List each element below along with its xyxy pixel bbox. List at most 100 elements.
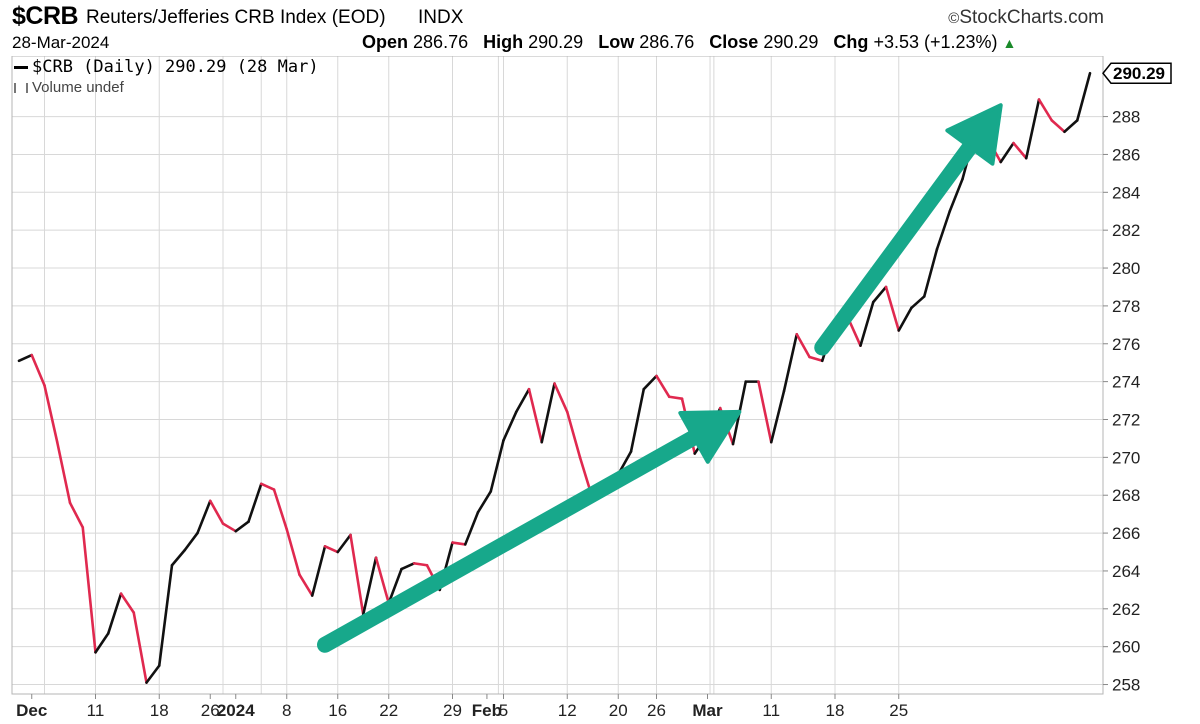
price-segment xyxy=(361,556,378,616)
price-segment xyxy=(897,306,913,332)
y-tick-label: 286 xyxy=(1112,145,1140,164)
price-segment xyxy=(514,387,531,414)
price-segment xyxy=(55,440,72,505)
x-tick-label: Feb xyxy=(472,701,502,720)
x-tick-label: 18 xyxy=(150,701,169,720)
price-segment xyxy=(489,439,505,493)
symbol: $CRB xyxy=(12,2,79,30)
x-tick-label: 11 xyxy=(762,701,780,720)
price-segment xyxy=(208,499,225,525)
price-segment xyxy=(43,384,59,444)
price-segment xyxy=(285,527,301,577)
x-tick-label: 5 xyxy=(499,701,508,720)
price-segment xyxy=(1075,71,1092,122)
price-segment xyxy=(247,482,263,524)
price-chart: 2582602622642662682702722742762782802822… xyxy=(11,56,1172,720)
price-segment xyxy=(196,499,212,535)
price-segment xyxy=(782,332,799,393)
price-segment xyxy=(81,526,97,654)
price-segment xyxy=(132,611,148,684)
y-tick-label: 268 xyxy=(1112,486,1140,505)
trend-arrow-head xyxy=(945,103,1003,166)
x-tick-label: 8 xyxy=(282,701,291,720)
volume-legend-text: Volume undef xyxy=(32,79,124,96)
exchange: INDX xyxy=(418,7,464,28)
price-segment xyxy=(476,490,493,514)
series-legend: $CRB (Daily) 290.29 (28 Mar) xyxy=(14,57,319,77)
y-tick-label: 288 xyxy=(1112,108,1140,127)
y-tick-label: 282 xyxy=(1112,221,1140,240)
quote-date: 28-Mar-2024 xyxy=(12,33,110,52)
low-value: 286.76 xyxy=(639,32,695,52)
price-segment xyxy=(629,387,646,453)
open-label: Open xyxy=(362,32,409,52)
price-segment xyxy=(234,520,250,533)
volume-legend: Volume undef xyxy=(14,79,124,96)
brand-text: StockCharts.com xyxy=(959,7,1104,28)
price-segment xyxy=(336,533,352,554)
price-segment xyxy=(17,353,34,363)
price-segment xyxy=(170,548,187,567)
price-segment xyxy=(119,592,136,614)
x-tick-label: 26 xyxy=(647,701,666,720)
price-segment xyxy=(999,141,1015,164)
chg-value: +3.53 (+1.23%) xyxy=(873,32,998,52)
trend-arrows xyxy=(317,103,1003,653)
x-tick-label: 25 xyxy=(889,701,908,720)
price-segment xyxy=(463,510,480,546)
y-tick-label: 274 xyxy=(1112,373,1140,392)
grid xyxy=(12,56,1103,694)
volume-bars-icon xyxy=(14,83,28,94)
price-segment xyxy=(1012,141,1028,160)
high-label: High xyxy=(483,32,524,52)
y-tick-label: 264 xyxy=(1112,562,1140,581)
last-value-label: 290.29 xyxy=(1102,62,1172,84)
plot-frame xyxy=(11,56,1104,695)
price-segment xyxy=(259,482,276,491)
price-segment xyxy=(400,562,416,571)
brand-logo: ©StockCharts.com xyxy=(948,7,1104,29)
x-tick-label: 20 xyxy=(609,701,628,720)
price-segment xyxy=(808,355,824,363)
price-segment xyxy=(412,562,429,567)
index-name: Reuters/Jefferies CRB Index (EOD) xyxy=(86,7,386,28)
price-segment xyxy=(1024,98,1041,160)
price-line xyxy=(17,71,1092,684)
price-segment xyxy=(272,488,289,531)
price-segment xyxy=(859,300,875,347)
copyright-icon: © xyxy=(948,10,960,27)
ohlc-summary: Open 286.76 High 290.29 Low 286.76 Close… xyxy=(362,32,1016,53)
price-segment xyxy=(183,531,199,552)
legend-line-icon xyxy=(14,65,28,69)
y-axis: 258 260 262 264 266 268 270 272 274 276 278 280 282 2… xyxy=(1103,108,1140,695)
x-tick-label: 12 xyxy=(558,701,577,720)
y-tick-label: 260 xyxy=(1112,638,1140,657)
y-tick-label: 278 xyxy=(1112,297,1140,316)
price-segment xyxy=(451,541,467,546)
price-segment xyxy=(1037,98,1054,122)
x-tick-label: Mar xyxy=(692,701,723,720)
price-segment xyxy=(553,382,569,414)
price-segment xyxy=(871,285,888,304)
last-value-text: 290.29 xyxy=(1113,64,1165,83)
low-label: Low xyxy=(598,32,635,52)
price-segment xyxy=(1063,119,1079,134)
price-segment xyxy=(157,563,174,667)
trend-arrow-head xyxy=(678,409,742,464)
up-triangle-icon: ▲ xyxy=(1002,35,1017,51)
price-segment xyxy=(502,410,518,442)
x-tick-label: 2024 xyxy=(217,701,255,720)
y-tick-label: 276 xyxy=(1112,335,1140,354)
price-segment xyxy=(145,664,161,684)
close-value: 290.29 xyxy=(763,32,819,52)
price-segment xyxy=(540,382,556,444)
price-segment xyxy=(387,567,403,605)
price-segment xyxy=(667,395,684,400)
x-tick-label: 16 xyxy=(328,701,347,720)
price-segment xyxy=(68,501,85,529)
price-segment xyxy=(94,632,110,654)
price-segment xyxy=(527,387,544,444)
open-value: 286.76 xyxy=(413,32,469,52)
y-tick-label: 280 xyxy=(1112,259,1140,278)
